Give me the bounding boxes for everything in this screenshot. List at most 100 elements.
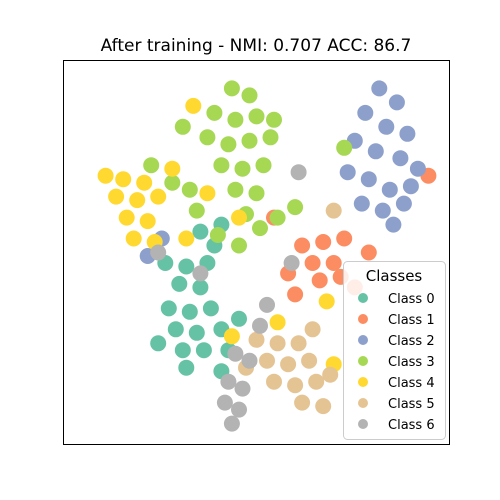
- series-6: [150, 164, 307, 432]
- point-6-5: [241, 352, 258, 369]
- legend-label-4: Class 4: [388, 376, 435, 391]
- point-2-14: [374, 202, 391, 219]
- point-0-1: [178, 258, 195, 275]
- point-1-8: [360, 244, 377, 261]
- point-4-11: [164, 160, 181, 177]
- series-5: [238, 202, 342, 415]
- point-4-10: [178, 230, 195, 247]
- point-5-2: [290, 335, 307, 352]
- point-3-0: [223, 80, 240, 97]
- legend-marker-6: [358, 419, 368, 429]
- point-2-7: [392, 150, 409, 167]
- series-3: [143, 80, 353, 254]
- point-2-10: [360, 171, 377, 188]
- point-6-4: [223, 415, 240, 432]
- point-0-5: [160, 300, 177, 317]
- point-3-9: [213, 157, 230, 174]
- point-5-5: [301, 352, 318, 369]
- point-5-0: [248, 331, 265, 348]
- point-1-1: [315, 234, 332, 250]
- legend-label-5: Class 5: [388, 397, 435, 412]
- point-1-0: [294, 237, 311, 254]
- point-6-7: [252, 317, 268, 334]
- legend-marker-2: [358, 335, 368, 345]
- point-6-11: [290, 164, 307, 181]
- point-6-12: [150, 244, 167, 261]
- point-2-2: [357, 104, 374, 121]
- point-3-10: [234, 160, 251, 177]
- point-5-3: [259, 352, 275, 369]
- point-1-5: [311, 272, 328, 289]
- point-6-8: [259, 296, 275, 313]
- series-2: [139, 80, 426, 264]
- point-6-2: [216, 394, 233, 411]
- point-1-3: [304, 255, 321, 271]
- point-6-3: [231, 401, 247, 418]
- point-3-23: [174, 118, 191, 135]
- legend-box: [343, 261, 446, 440]
- point-4-5: [150, 188, 167, 205]
- point-2-8: [409, 160, 426, 177]
- point-3-2: [206, 104, 223, 121]
- point-3-8: [262, 129, 279, 146]
- legend-marker-1: [358, 314, 368, 324]
- legend-title: Classes: [366, 267, 423, 285]
- point-5-7: [287, 377, 304, 394]
- legend-label-0: Class 0: [388, 292, 435, 307]
- point-6-9: [283, 255, 300, 271]
- point-5-10: [315, 398, 332, 415]
- point-4-4: [129, 192, 146, 209]
- point-2-15: [395, 195, 412, 212]
- point-5-4: [280, 356, 297, 373]
- point-2-6: [367, 143, 384, 160]
- point-4-16: [223, 328, 240, 345]
- point-6-0: [220, 373, 237, 390]
- point-0-11: [174, 342, 191, 359]
- point-5-13: [325, 202, 342, 219]
- point-1-4: [325, 255, 342, 271]
- point-4-6: [118, 209, 135, 226]
- legend-label-6: Class 6: [388, 418, 435, 433]
- point-2-13: [353, 195, 370, 212]
- point-2-1: [388, 94, 405, 111]
- point-4-1: [115, 171, 132, 188]
- point-3-12: [227, 181, 244, 198]
- point-3-19: [231, 237, 247, 254]
- legend-marker-4: [358, 377, 368, 387]
- point-4-17: [269, 314, 286, 331]
- point-0-14: [178, 359, 195, 376]
- point-3-25: [266, 111, 282, 128]
- point-4-2: [136, 174, 153, 191]
- point-0-6: [181, 303, 198, 320]
- point-5-14: [304, 321, 321, 338]
- point-0-3: [171, 275, 188, 292]
- point-2-3: [378, 118, 395, 135]
- point-3-22: [287, 199, 304, 216]
- point-1-10: [287, 286, 304, 303]
- point-3-16: [181, 181, 198, 198]
- point-3-15: [164, 174, 181, 191]
- point-3-20: [252, 220, 268, 237]
- point-3-4: [248, 108, 265, 125]
- point-3-13: [248, 185, 265, 202]
- series-4: [97, 97, 342, 373]
- legend-marker-0: [358, 293, 368, 303]
- scatter-points: [97, 80, 437, 432]
- point-2-12: [402, 178, 419, 195]
- point-5-8: [308, 373, 325, 390]
- point-0-7: [202, 300, 219, 317]
- point-6-6: [227, 345, 244, 362]
- point-0-19: [150, 335, 167, 352]
- point-3-11: [255, 157, 272, 174]
- point-4-7: [139, 213, 156, 230]
- legend-label-1: Class 1: [388, 313, 435, 328]
- legend-label-2: Class 2: [388, 334, 435, 349]
- legend-marker-3: [358, 356, 368, 366]
- point-0-9: [188, 324, 205, 341]
- point-0-4: [192, 279, 209, 296]
- point-1-2: [336, 230, 353, 247]
- point-3-7: [241, 132, 258, 149]
- point-4-13: [231, 209, 247, 226]
- legend-items: Class 0 Class 1 Class 2 Class 3 Class 4 Class…: [358, 292, 435, 433]
